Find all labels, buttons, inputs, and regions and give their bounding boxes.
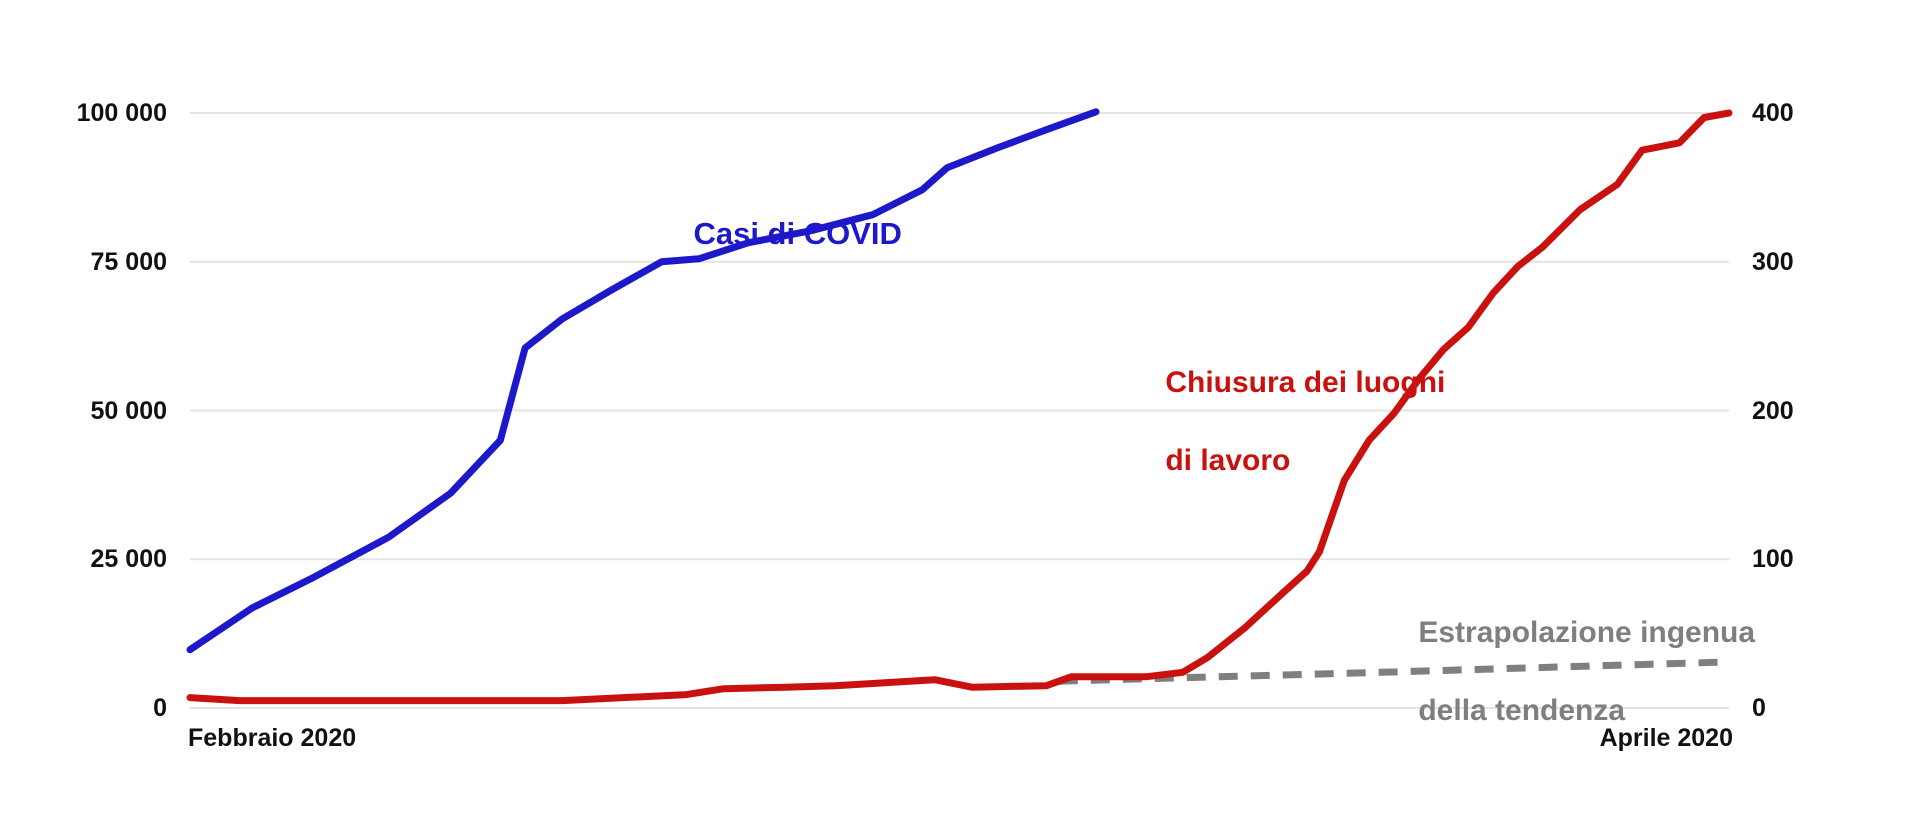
series-label-workplace-closures-line2: di lavoro xyxy=(1165,444,1291,477)
y-tick-label-right: 400 xyxy=(1752,99,1794,127)
y-tick-label-right: 100 xyxy=(1752,545,1794,574)
series-label-workplace-closures: Chiusura dei luoghi di lavoro xyxy=(1132,324,1445,519)
series-label-workplace-closures-line1: Chiusura dei luoghi xyxy=(1165,366,1446,399)
x-axis-end-label: Aprile 2020 xyxy=(1599,724,1733,752)
y-tick-label-right: 300 xyxy=(1752,247,1794,276)
y-tick-label-left: 0 xyxy=(153,694,167,722)
y-tick-label-left: 75 000 xyxy=(90,247,167,276)
x-axis-start-label: Febbraio 2020 xyxy=(188,724,357,752)
series-label-naive-extrapolation-line1: Estrapolazione ingenua xyxy=(1418,616,1756,649)
y-tick-label-left: 100 000 xyxy=(76,99,167,127)
y-tick-label-right: 0 xyxy=(1752,694,1766,722)
series-label-naive-extrapolation-line2: della tendenza xyxy=(1418,694,1626,727)
series-label-naive-extrapolation: Estrapolazione ingenua della tendenza xyxy=(1385,574,1755,769)
series-label-covid-cases: Casi di COVID xyxy=(659,180,902,288)
y-tick-label-right: 200 xyxy=(1752,396,1794,425)
y-tick-label-left: 50 000 xyxy=(90,396,167,425)
series-label-covid-cases-text: Casi di COVID xyxy=(693,216,902,251)
series-line-chiusura-dei-luoghi-di-lavoro xyxy=(186,109,1733,705)
series-line-estrapolazione-ingenua-della-tendenza xyxy=(1058,658,1730,685)
y-tick-label-left: 25 000 xyxy=(90,545,167,574)
series-line-casi-di-covid xyxy=(186,108,1100,654)
